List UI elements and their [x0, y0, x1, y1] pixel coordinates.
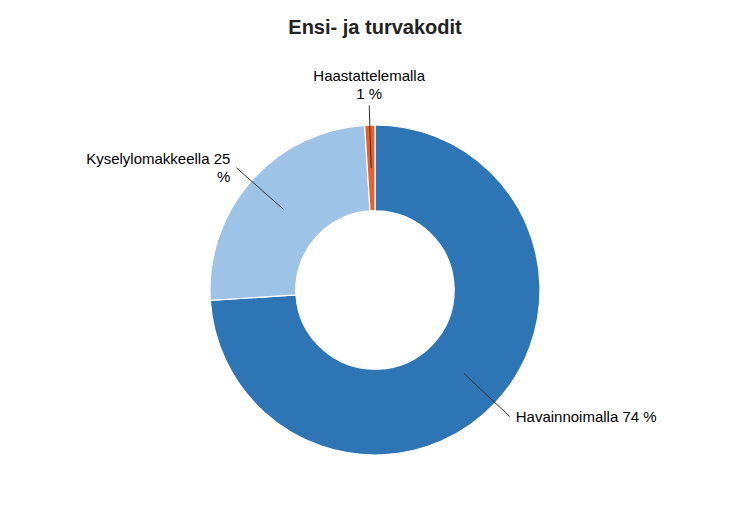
leader-line [369, 105, 371, 168]
leader-line [236, 168, 283, 209]
data-label: Havainnoimalla 74 % [516, 408, 657, 425]
data-label: Haastattelemalla1 % [313, 67, 425, 102]
leader-line [464, 374, 510, 417]
data-label: Kyselylomakkeella 25% [86, 150, 230, 185]
slice [210, 125, 540, 455]
donut [210, 125, 540, 455]
slice [210, 125, 370, 300]
title: Ensi- ja turvakodit [288, 16, 462, 38]
chart: Ensi- ja turvakodit Havainnoimalla 74 % Ky… [0, 0, 750, 528]
labels: Havainnoimalla 74 % Kyselylomakkeella 25%… [86, 67, 657, 424]
